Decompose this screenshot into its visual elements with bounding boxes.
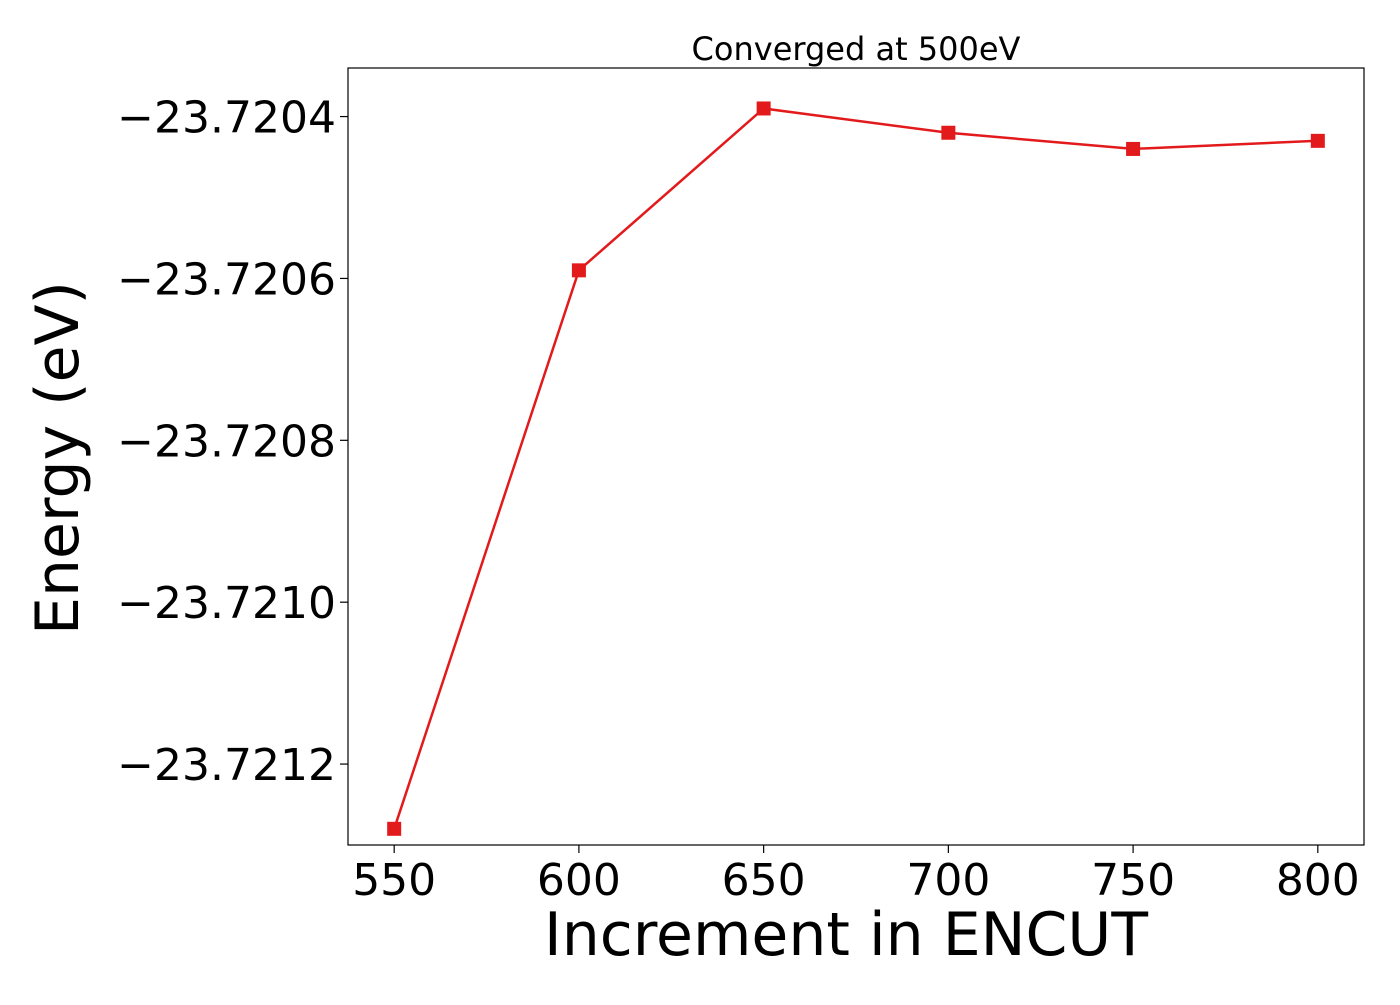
y-axis-label: Energy (eV) — [23, 281, 93, 635]
series-layer — [387, 101, 1325, 836]
series-line — [393, 107, 1318, 830]
x-tick-label: 700 — [906, 855, 990, 906]
x-tick-label: 800 — [1276, 855, 1360, 906]
data-point — [1126, 141, 1141, 156]
y-tick-label: −23.7208 — [117, 416, 336, 467]
data-point — [1310, 133, 1325, 148]
data-point — [571, 263, 586, 278]
y-tick-label: −23.7212 — [117, 740, 336, 791]
plot-area — [347, 67, 1365, 846]
x-tick-label: 650 — [722, 855, 806, 906]
data-point — [756, 101, 771, 116]
x-axis-label: Increment in ENCUT — [544, 900, 1148, 970]
x-axis: 550 600 650 700 750 800 — [352, 845, 1360, 906]
y-tick-label: −23.7206 — [117, 254, 336, 305]
data-point — [941, 125, 956, 140]
y-tick-label: −23.7210 — [117, 578, 336, 629]
y-tick-label: −23.7204 — [117, 93, 336, 144]
x-tick-label: 550 — [352, 855, 436, 906]
data-point — [387, 821, 402, 836]
y-axis: −23.7212 −23.7210 −23.7208 −23.7206 −23.7204 — [117, 93, 348, 791]
x-tick-label: 750 — [1091, 855, 1175, 906]
chart-title: Converged at 500eV — [692, 30, 1021, 68]
x-tick-label: 600 — [537, 855, 621, 906]
